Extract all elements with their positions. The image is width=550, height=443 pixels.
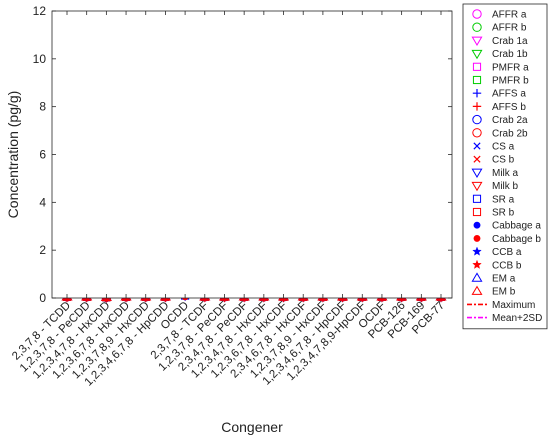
x-axis-label: Congener <box>221 419 283 435</box>
legend-label: AFFS a <box>492 89 526 100</box>
legend-marker-cs-a <box>473 142 481 150</box>
legend-marker-cabbage-b <box>473 234 481 242</box>
y-tick-label: 10 <box>33 52 47 66</box>
legend-marker-ccb-a <box>472 246 482 256</box>
y-tick-label: 12 <box>33 4 47 18</box>
legend-label: Crab 2b <box>492 128 528 139</box>
legend-marker-em-b <box>471 285 483 295</box>
legend-label: Crab 1a <box>492 36 528 47</box>
legend-label: PMFR a <box>492 62 529 73</box>
legend-marker-milk-a <box>471 168 483 179</box>
legend-marker-affs-a <box>472 89 482 98</box>
legend-marker-affs-b <box>472 102 482 111</box>
legend-marker-ccb-b <box>472 259 482 269</box>
legend-marker-crab-2b <box>472 128 482 138</box>
legend-marker-sr-a <box>472 194 482 203</box>
y-axis-label: Concentration (pg/g) <box>5 91 21 219</box>
legend-label: EM a <box>492 274 516 285</box>
legend-label: Milk a <box>492 168 519 179</box>
legend-label: Cabbage a <box>492 221 541 232</box>
legend-label: Maximum <box>492 300 535 311</box>
y-tick-label: 4 <box>39 195 46 209</box>
legend-label: Crab 1b <box>492 49 528 60</box>
legend-marker-affr-a <box>472 9 482 19</box>
legend-marker-cs-b <box>473 155 481 163</box>
legend-marker-pmfr-a <box>472 62 482 71</box>
legend-marker-em-a <box>471 272 483 282</box>
legend-label: PMFR b <box>492 76 529 87</box>
legend-label: CCB a <box>492 247 522 258</box>
legend-marker-milk-b <box>471 181 483 192</box>
legend-label: AFFS b <box>492 102 526 113</box>
legend-label: Cabbage b <box>492 234 541 245</box>
legend-marker-sr-b <box>472 207 482 217</box>
plot-frame <box>51 10 453 299</box>
legend-label: CS b <box>492 155 515 166</box>
legend-label: CCB b <box>492 260 522 271</box>
legend-marker-affr-b <box>472 22 482 32</box>
legend-marker-pmfr-b <box>472 75 482 85</box>
legend-label: Crab 2a <box>492 115 528 126</box>
legend-label: SR a <box>492 194 515 205</box>
legend-label: CS a <box>492 142 515 153</box>
y-tick-label: 6 <box>39 148 46 162</box>
legend-label: AFFR a <box>492 10 527 21</box>
y-tick-label: 2 <box>39 243 46 257</box>
legend-label: Mean+2SD <box>492 313 542 324</box>
legend-marker-crab-2a <box>472 114 482 125</box>
legend-label: SR b <box>492 208 515 219</box>
legend-label: EM b <box>492 287 516 298</box>
legend-label: Milk b <box>492 181 519 192</box>
legend-layer: AFFR a AFFR b Crab 1a Crab 1b PMFR a PMFR b AF… <box>462 3 548 330</box>
legend-label: AFFR b <box>492 23 527 34</box>
y-tick-label: 0 <box>39 291 46 305</box>
legend-marker-crab-1a <box>471 36 483 47</box>
legend-marker-cabbage-a <box>473 221 481 229</box>
legend-marker-crab-1b <box>471 49 483 60</box>
y-tick-label: 8 <box>39 100 46 114</box>
